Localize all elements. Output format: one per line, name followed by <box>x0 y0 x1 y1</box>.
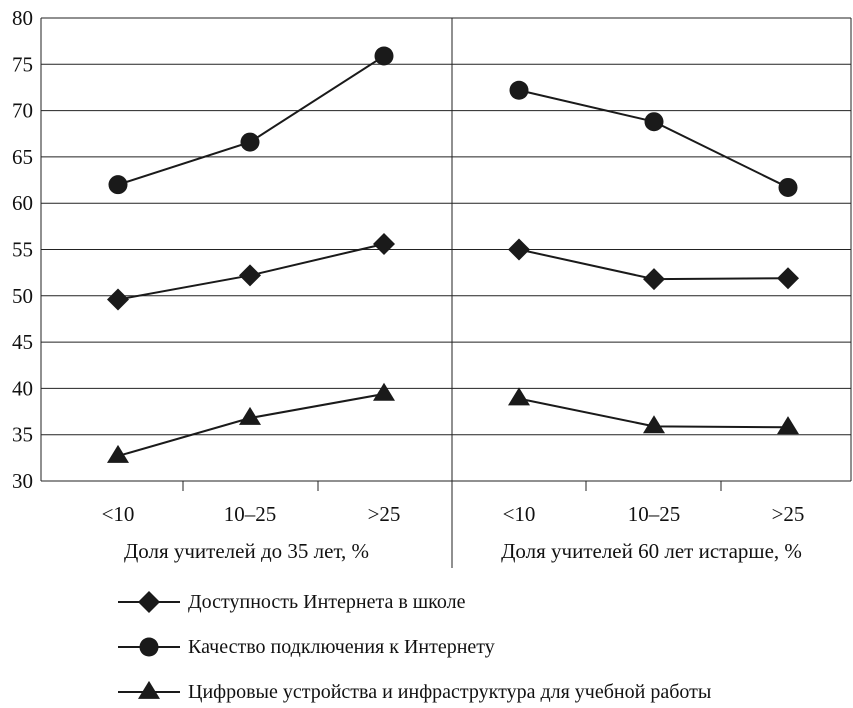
y-tick-label: 80 <box>12 6 33 30</box>
y-tick-label: 40 <box>12 376 33 400</box>
data-point-triangle <box>107 444 129 463</box>
x-tick-label: >25 <box>772 502 805 526</box>
legend-label: Качество подключения к Интернету <box>188 635 495 658</box>
y-tick-label: 45 <box>12 330 33 354</box>
legend-item: Цифровые устройства и инфраструктура для… <box>118 677 711 707</box>
legend-item: Качество подключения к Интернету <box>118 632 495 662</box>
y-tick-label: 70 <box>12 99 33 123</box>
data-point-triangle <box>508 387 530 406</box>
series-line-circle <box>518 89 789 189</box>
legend-triangle-icon <box>118 680 180 699</box>
data-point-diamond <box>643 268 665 291</box>
x-tick-label: 10–25 <box>628 502 681 526</box>
data-point-triangle <box>373 382 395 401</box>
legend-label: Цифровые устройства и инфраструктура для… <box>188 680 712 703</box>
legend-marker <box>138 591 160 613</box>
x-tick-label: 10–25 <box>224 502 277 526</box>
legend-circle-icon <box>118 637 180 657</box>
data-point-circle <box>778 177 798 197</box>
series-line-circle <box>117 55 385 186</box>
data-point-circle <box>240 132 260 152</box>
series-line-triangle <box>117 392 385 457</box>
x-tick-label: <10 <box>503 502 536 526</box>
legend-marker <box>138 680 160 699</box>
data-point-triangle <box>239 406 261 425</box>
data-point-diamond <box>373 232 395 255</box>
y-tick-label: 65 <box>12 145 33 169</box>
data-point-triangle <box>777 416 799 435</box>
x-tick-label: <10 <box>102 502 135 526</box>
y-tick-label: 55 <box>12 238 33 262</box>
x-tick-label: >25 <box>368 502 401 526</box>
y-tick-label: 30 <box>12 469 33 493</box>
legend-marker <box>139 637 159 657</box>
legend-label: Доступность Интернета в школе <box>188 590 466 613</box>
y-tick-label: 35 <box>12 423 33 447</box>
panel-xlabel: Доля учителей до 35 лет, % <box>124 539 369 563</box>
y-tick-label: 50 <box>12 284 33 308</box>
data-point-diamond <box>777 267 799 290</box>
data-point-diamond <box>508 238 530 261</box>
data-point-diamond <box>239 264 261 287</box>
data-point-circle <box>644 112 664 132</box>
legend-diamond-icon <box>118 591 180 613</box>
legend-item: Доступность Интернета в школе <box>118 587 465 617</box>
data-point-circle <box>374 46 394 66</box>
data-point-circle <box>108 175 128 195</box>
data-point-diamond <box>107 288 129 311</box>
y-tick-label: 75 <box>12 52 33 76</box>
panel-xlabel: Доля учителей 60 лет истарше, % <box>501 539 802 563</box>
y-tick-label: 60 <box>12 191 33 215</box>
data-point-triangle <box>643 415 665 434</box>
data-point-circle <box>509 80 529 100</box>
